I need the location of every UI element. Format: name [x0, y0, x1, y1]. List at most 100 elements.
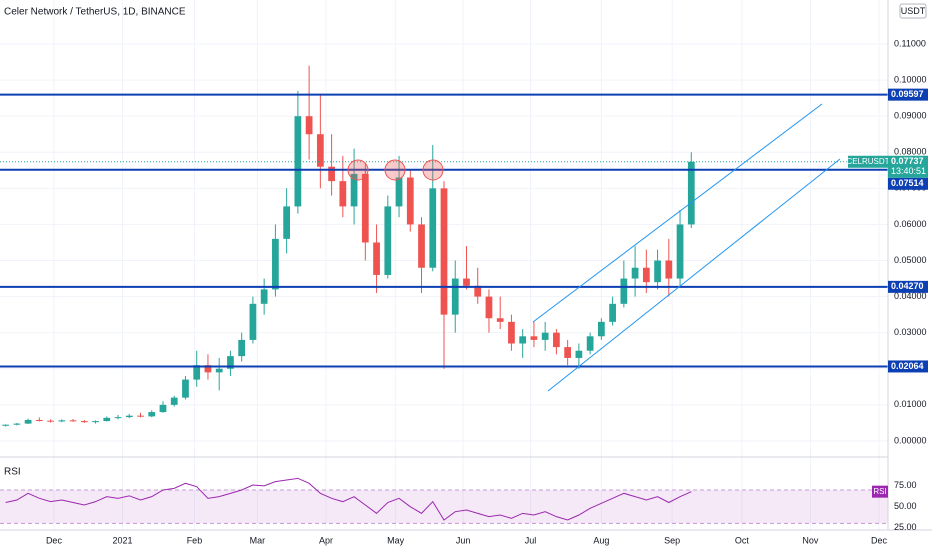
level-label: 0.02064 [891, 361, 924, 371]
x-tick-label: Jul [525, 535, 537, 545]
currency-label[interactable]: USDT [901, 6, 926, 16]
y-tick-label: 0.10000 [894, 74, 927, 84]
candle-body [463, 278, 470, 286]
countdown-label: 13:40:51 [891, 166, 926, 176]
candle-body [238, 339, 246, 357]
candle-body [69, 420, 77, 422]
x-tick-label: May [387, 535, 405, 545]
rsi-badge-label: RSI [873, 487, 886, 496]
x-tick-label: Jun [456, 535, 471, 545]
candle-body [125, 415, 133, 418]
y-tick-label: 0.08000 [894, 147, 927, 157]
rsi-title: RSI [4, 467, 21, 478]
candle-body [305, 116, 313, 135]
top-marker [422, 159, 444, 181]
symbol-label: CELRUSDT [846, 157, 889, 166]
rsi-line [5, 477, 692, 521]
level-label: 0.07514 [891, 178, 924, 188]
x-tick-label: Dec [46, 535, 63, 545]
x-tick-label: 2021 [113, 535, 133, 545]
candle-body [620, 278, 628, 304]
rsi-tick-label: 50.00 [894, 501, 917, 511]
candle-body [283, 206, 291, 239]
x-tick-label: Sep [664, 535, 680, 545]
candle-body [204, 365, 212, 373]
candle-body [215, 368, 223, 373]
x-tick-label: Mar [250, 535, 266, 545]
level-label: 0.04270 [891, 281, 924, 291]
candle-body [508, 321, 515, 344]
candle-body [474, 285, 482, 297]
candle-body [92, 421, 99, 423]
candle-body [564, 347, 572, 358]
candle-body [193, 365, 201, 380]
axis: 0.000000.010000.020000.030000.040000.050… [46, 38, 928, 545]
candle-body [159, 404, 167, 413]
candle-body [260, 289, 268, 304]
candle-body [609, 303, 616, 322]
x-tick-label: Dec [871, 535, 888, 545]
candle-body [676, 224, 684, 279]
channel-upper [532, 103, 823, 323]
symbol-badge [848, 155, 888, 168]
rsi-band [0, 490, 888, 524]
level-badge [888, 177, 928, 190]
candle-body [148, 412, 156, 417]
candle-body [182, 379, 189, 398]
y-tick-label: 0.09000 [894, 111, 927, 121]
x-tick-label: Aug [593, 535, 609, 545]
x-tick-label: Apr [319, 535, 333, 545]
candle-body [47, 420, 54, 422]
candle-body [597, 321, 605, 337]
level-badge [888, 88, 928, 101]
price-label: 0.07737 [891, 156, 924, 166]
candle-body [519, 336, 527, 344]
candle-body [328, 166, 335, 182]
candle-body [114, 417, 122, 419]
candle-body [13, 423, 21, 425]
candle-body [170, 397, 178, 405]
currency-button[interactable] [899, 3, 927, 19]
x-tick-label: Oct [735, 535, 750, 545]
marks [0, 65, 888, 521]
candle-body [339, 181, 347, 207]
candle-body [2, 424, 9, 426]
channel-lower [547, 158, 841, 392]
candle-body [631, 267, 639, 279]
candle-body [586, 336, 594, 351]
candle-body [654, 260, 661, 283]
candle-body [35, 420, 43, 421]
candle-body [384, 206, 392, 275]
rsi-tick-label: 25.00 [894, 522, 917, 532]
candle-body [541, 332, 549, 340]
candle-body [665, 260, 673, 279]
candle-body [395, 177, 403, 207]
candle-body [80, 421, 88, 423]
candle-body [687, 161, 695, 225]
candle-body [451, 278, 459, 315]
y-tick-label: 0.04000 [894, 291, 927, 301]
candle-body [361, 173, 369, 243]
rsi-value-badge [872, 485, 888, 498]
top-marker [384, 159, 406, 181]
y-tick-label: 0.03000 [894, 327, 927, 337]
candle-body [530, 336, 538, 340]
candle-body [103, 417, 111, 422]
candle-body [429, 188, 437, 268]
candle-body [575, 350, 583, 358]
x-tick-label: Nov [802, 535, 819, 545]
candle-body [485, 296, 493, 319]
rsi-tick-label: 75.00 [894, 480, 917, 490]
candle-body [137, 415, 144, 417]
level-label: 0.09597 [891, 89, 924, 99]
chart-title: Celer Network / TetherUS, 1D, BINANCE [4, 7, 186, 18]
price-badge [888, 155, 928, 178]
candle-body [642, 267, 650, 283]
top-marker [347, 159, 369, 181]
candle-body [249, 303, 257, 340]
candle-body [58, 420, 66, 422]
candle-body [373, 242, 380, 275]
y-tick-label: 0.11000 [894, 38, 926, 48]
candle-body [496, 318, 504, 322]
